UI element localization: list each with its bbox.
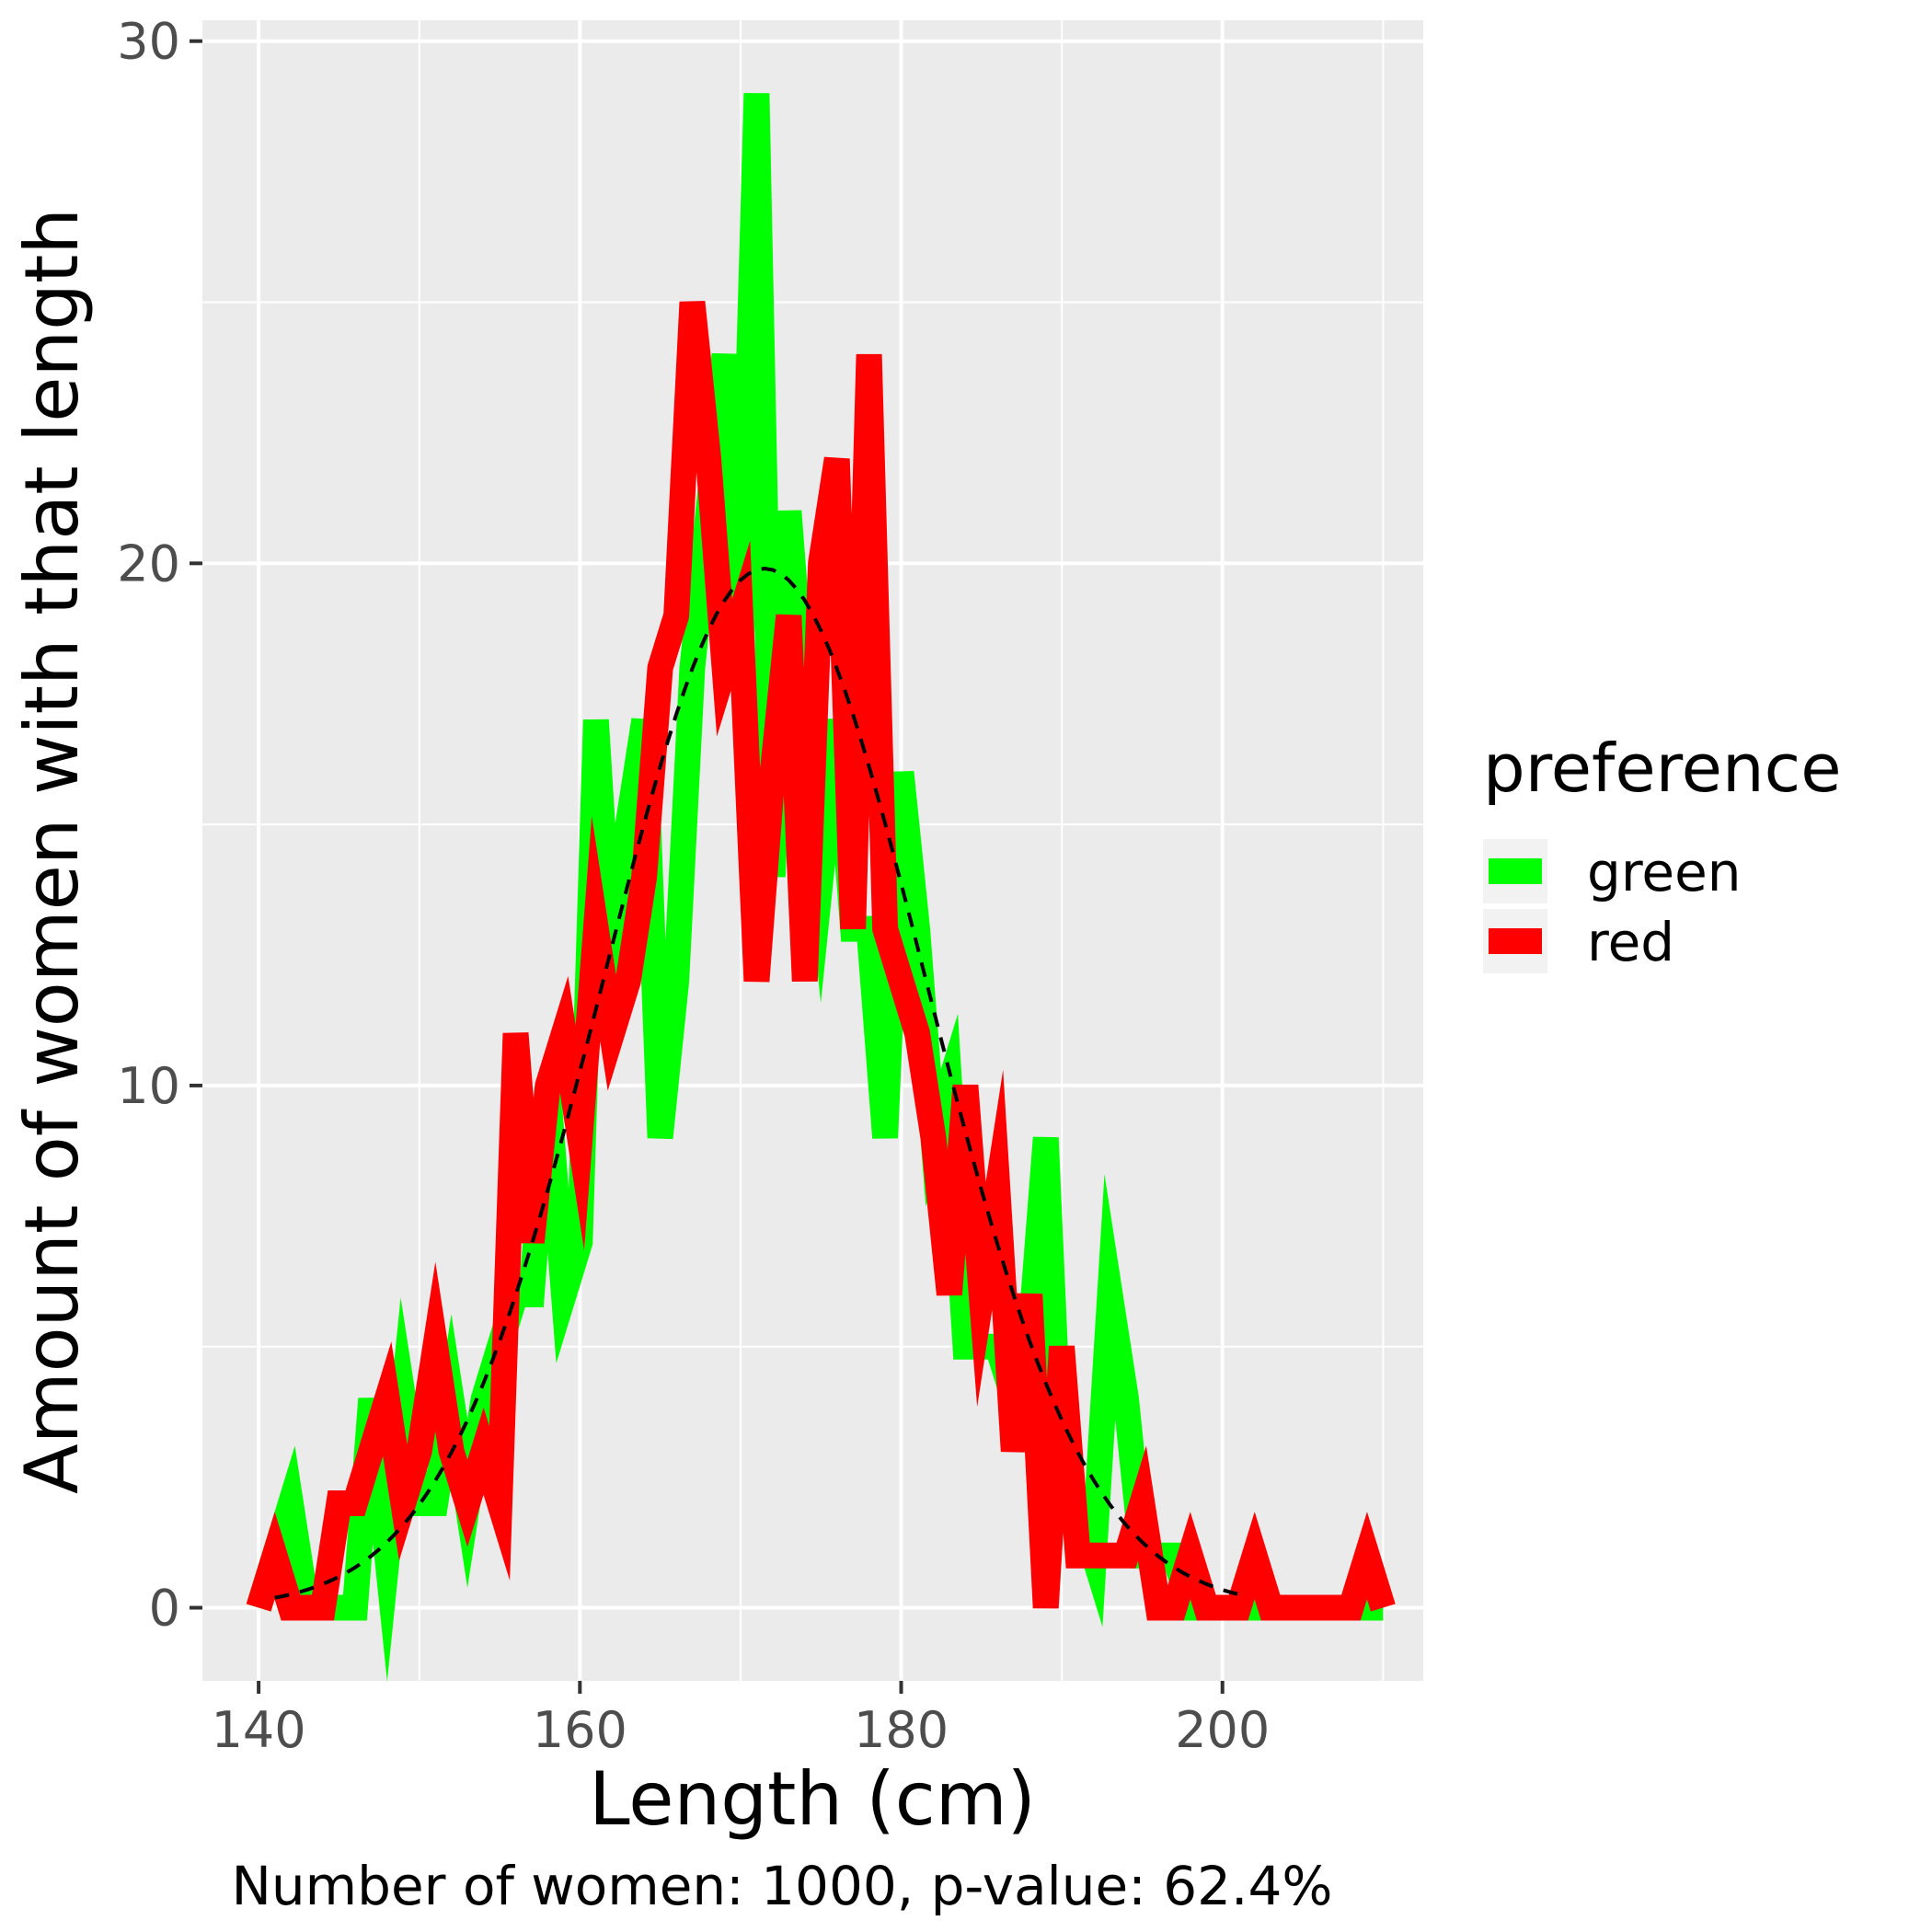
- y-tick-label: 30: [117, 13, 180, 71]
- y-tick-label: 10: [117, 1057, 180, 1115]
- axis-ticks: [190, 39, 1225, 1694]
- x-tick-label: 140: [212, 1701, 306, 1759]
- y-axis-title: Amount of women with that length: [9, 208, 95, 1494]
- legend: preference green red: [1483, 730, 1842, 973]
- x-tick-labels: 140 160 180 200: [212, 1701, 1271, 1759]
- x-tick-label: 160: [533, 1701, 627, 1759]
- series-line-red: [246, 301, 1396, 1621]
- legend-label-green: green: [1587, 841, 1742, 903]
- x-tick-label: 180: [854, 1701, 949, 1759]
- x-axis-title: Length (cm): [589, 1756, 1036, 1842]
- y-tick-labels: 0 10 20 30: [117, 13, 180, 1638]
- x-tick-label: 200: [1175, 1701, 1270, 1759]
- series-layer: [246, 93, 1396, 1682]
- legend-title: preference: [1483, 730, 1842, 807]
- chart-caption: Number of women: 1000, p-value: 62.4%: [232, 1855, 1333, 1917]
- reference-curve: [274, 566, 1239, 1600]
- y-tick-label: 0: [149, 1580, 180, 1638]
- reference-layer: [274, 566, 1239, 1600]
- legend-label-red: red: [1587, 911, 1674, 973]
- y-tick-label: 20: [117, 535, 180, 592]
